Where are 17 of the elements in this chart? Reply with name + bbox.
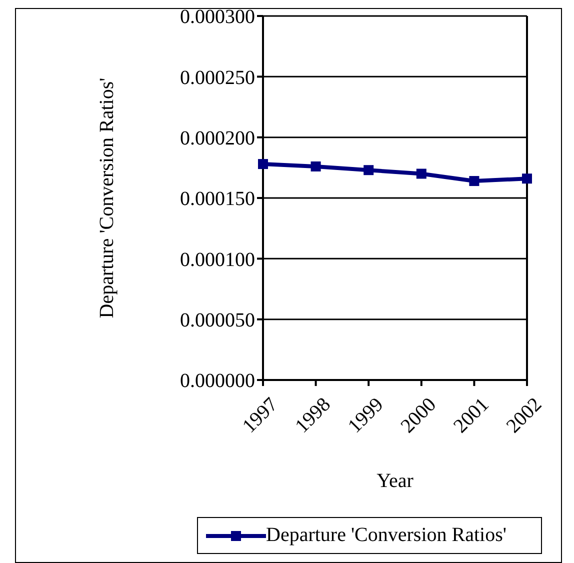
point bbox=[364, 165, 374, 176]
point bbox=[522, 174, 532, 184]
point bbox=[469, 176, 480, 186]
point bbox=[258, 159, 268, 170]
y-tick-label: 0.000150 bbox=[180, 188, 255, 210]
legend-label: Departure 'Conversion Ratios' bbox=[266, 524, 506, 547]
y-tick-label: 0.000100 bbox=[180, 248, 255, 271]
y-axis-title: Departure 'Conversion Ratios' bbox=[96, 78, 118, 318]
y-tick-label: 0.000050 bbox=[180, 309, 255, 332]
y-tick-label: 0.000250 bbox=[180, 66, 255, 89]
point bbox=[416, 168, 426, 179]
y-tick-label: 0.000000 bbox=[180, 370, 255, 392]
y-tick-label: 0.000200 bbox=[180, 127, 255, 150]
x-tick-label: 1999 bbox=[344, 394, 388, 438]
point bbox=[310, 161, 321, 172]
x-axis-title: Year bbox=[376, 470, 414, 492]
y-tick-label: 0.000300 bbox=[180, 6, 255, 28]
